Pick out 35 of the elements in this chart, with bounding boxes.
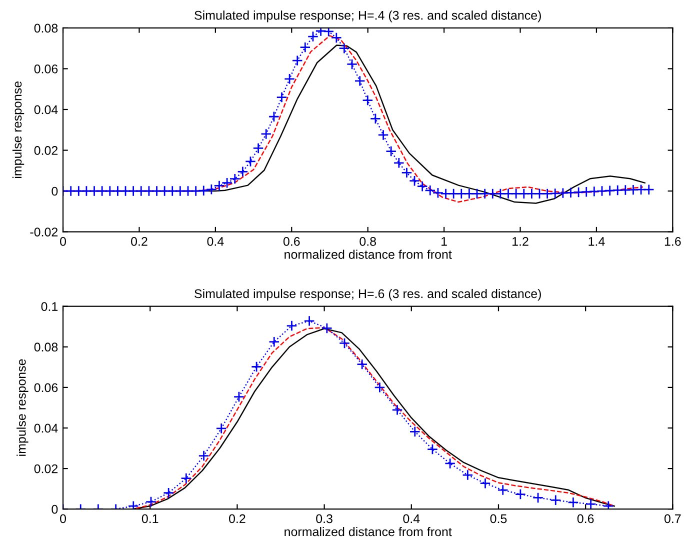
- x-tick-label: 1.4: [588, 237, 605, 246]
- x-tick-label: 0.3: [316, 514, 332, 524]
- y-tick-label: 0.04: [34, 424, 58, 433]
- x-tick-label: 0: [60, 236, 66, 246]
- x-tick-label: 0.7: [664, 514, 681, 524]
- chart-title: Simulated impulse response; H=.6 (3 res. and scaled distance): [194, 288, 541, 301]
- x-tick-label: 0.2: [131, 236, 148, 246]
- y-axis-title: impulse response: [12, 81, 24, 178]
- y-tick-label: 0.06: [34, 383, 58, 392]
- y-tick-label: 0.02: [34, 464, 58, 474]
- y-tick-label: 0.06: [34, 64, 58, 74]
- x-axis-title: normalized distance from front: [284, 250, 452, 259]
- y-tick-label: 0: [52, 186, 58, 196]
- x-tick-label: 0.8: [360, 236, 376, 246]
- y-tick-label: 0: [52, 504, 58, 514]
- y-tick-label: 0.04: [34, 105, 58, 114]
- x-tick-label: 0: [60, 514, 66, 524]
- x-tick-label: 1: [442, 237, 447, 246]
- chart-title: Simulated impulse response; H=.4 (3 res. and scaled distance): [194, 10, 541, 22]
- y-tick-label: 0.1: [41, 302, 58, 311]
- y-axis-title: impulse response: [16, 359, 28, 456]
- y-tick-label: 0.02: [34, 146, 58, 155]
- x-tick-label: 0.4: [207, 236, 224, 246]
- x-tick-label: 1.6: [664, 236, 681, 246]
- x-tick-label: 0.6: [577, 514, 594, 524]
- x-tick-label: 0.6: [283, 236, 300, 246]
- x-tick-label: 0.4: [403, 514, 420, 524]
- y-tick-label: -0.02: [30, 228, 58, 236]
- x-tick-label: 1.2: [512, 236, 528, 246]
- x-tick-label: 0.1: [142, 514, 158, 524]
- x-axis-title: normalized distance from front: [284, 526, 452, 536]
- y-tick-label: 0.08: [34, 24, 58, 33]
- x-tick-label: 0.5: [490, 514, 507, 524]
- x-tick-label: 0.2: [229, 514, 246, 524]
- y-tick-label: 0.08: [34, 342, 58, 352]
